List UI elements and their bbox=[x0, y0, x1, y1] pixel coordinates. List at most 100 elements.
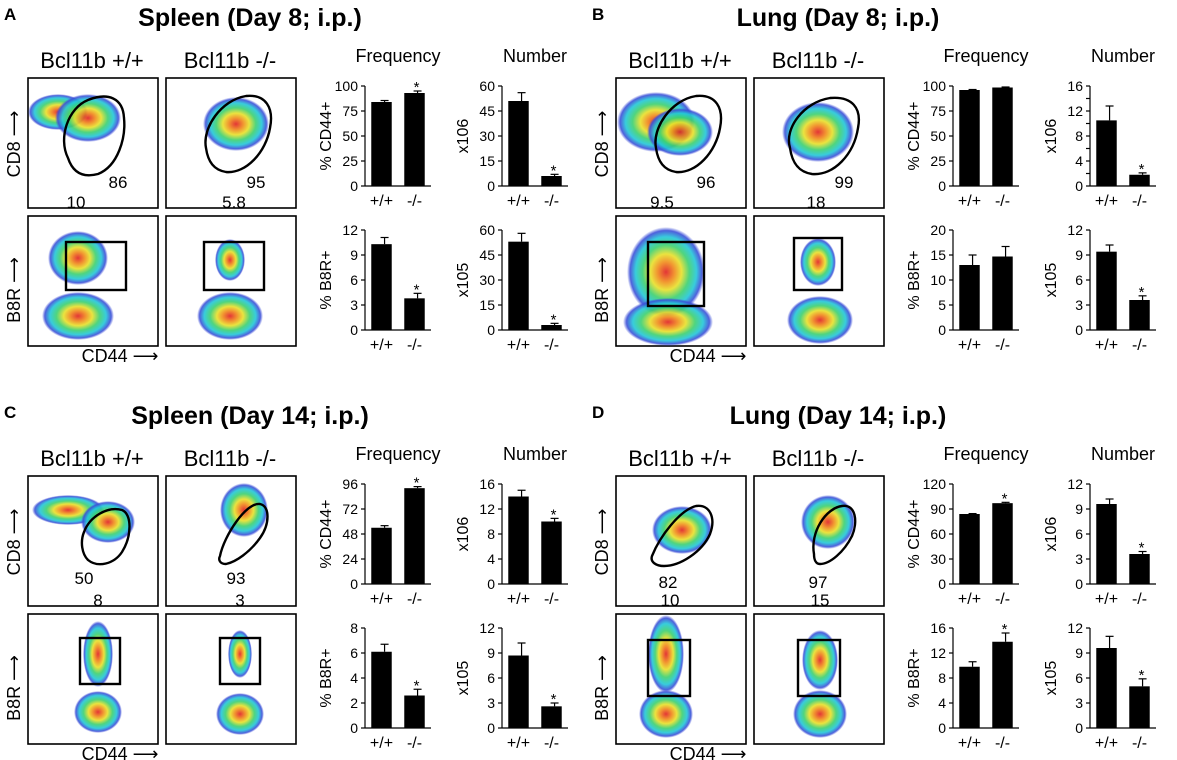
chart-D-num-cd8-xtick-1: +/+ bbox=[1095, 591, 1118, 608]
panel-A-num-header: Number bbox=[503, 46, 567, 66]
chart-C-num-b8r-tick-label: 3 bbox=[487, 695, 495, 711]
panel-A: A Spleen (Day 8; i.p.) Bcl11b +/+ Bcl11b -/… bbox=[4, 4, 568, 366]
chart-C-freq-b8r-tick-label: 4 bbox=[350, 670, 358, 686]
panel-B-flow-wt-cd8-gate-value: 96 bbox=[697, 173, 716, 192]
chart-C-freq-b8r-tick-label: 0 bbox=[350, 720, 358, 736]
chart-D-num-b8r-xtick-1: +/+ bbox=[1095, 735, 1118, 752]
chart-C-num-cd8-tick-label: 4 bbox=[487, 551, 495, 567]
chart-B-freq-cd44-xtick-1: +/+ bbox=[958, 193, 981, 210]
chart-A-num-cd8-tick-label: 45 bbox=[479, 103, 495, 119]
chart-D-freq-b8r-tick-label: 12 bbox=[930, 645, 946, 661]
chart-A-freq-cd44-xtick-1: +/+ bbox=[370, 193, 393, 210]
panel-A-flow-wt-cd8-density-2 bbox=[55, 94, 121, 142]
chart-C-num-b8r-tick-label: 0 bbox=[487, 720, 495, 736]
chart-B-num-b8r-ylabel: x105 bbox=[1043, 263, 1060, 298]
panel-C-flow-ko-cd8: 93 bbox=[165, 475, 297, 607]
panel-D-flow-wt-b8r-density-1 bbox=[648, 615, 684, 693]
panel-B-title: Lung (Day 8; i.p.) bbox=[737, 4, 940, 32]
panel-C-flow-wt-b8r: 8 bbox=[27, 591, 159, 745]
panel-B-col2: Bcl11b -/- bbox=[772, 48, 865, 73]
chart-A-num-b8r: 0 15 30 45 60 x105 +/+ * -/- bbox=[455, 222, 568, 354]
chart-B-num-cd8-xtick-2: -/- bbox=[1132, 193, 1147, 210]
panel-C-flow-ko-cd8-density-1 bbox=[220, 483, 268, 537]
panel-D-flow-ko-cd8: 97 bbox=[753, 475, 885, 607]
chart-C-num-cd8-sig-2: * bbox=[551, 506, 557, 523]
panel-D-freq-header: Frequency bbox=[943, 444, 1028, 464]
panel-B-row1-ylabel: CD8 ⟶ bbox=[592, 111, 612, 178]
chart-B-num-cd8-sig-2: * bbox=[1139, 161, 1145, 178]
chart-B-freq-b8r: 0 5 10 15 20 % B8R+ +/+ -/- bbox=[906, 222, 1019, 354]
chart-B-num-cd8-tick-label: 12 bbox=[1067, 103, 1083, 119]
panel-C-flow-wt-cd8-gate-value: 50 bbox=[75, 569, 94, 588]
chart-D-num-b8r-tick-label: 12 bbox=[1067, 620, 1083, 636]
panel-A-flow-wt-b8r-gate bbox=[64, 240, 128, 292]
chart-C-freq-b8r-bar-1 bbox=[371, 651, 392, 728]
panel-D-flow-wt-cd8-gate-value: 82 bbox=[659, 573, 678, 592]
chart-D-num-cd8-xtick-2: -/- bbox=[1132, 591, 1147, 608]
chart-A-num-b8r-tick-label: 30 bbox=[479, 272, 495, 288]
panel-D-flow-ko-cd8-gate bbox=[813, 506, 855, 564]
chart-B-num-cd8: 0 4 8 12 16 x106 +/+ * -/- bbox=[1043, 78, 1156, 210]
chart-D-num-cd8-tick-label: 6 bbox=[1075, 526, 1083, 542]
panel-C-flow-wt-b8r-density-1 bbox=[83, 621, 113, 687]
panel-D-xlabel: CD44 ⟶ bbox=[670, 744, 747, 760]
panel-A-flow-ko-b8r-gate-value: 5.8 bbox=[222, 193, 246, 212]
chart-B-freq-cd44: 0 25 50 75 100% CD44+ +/+ -/- bbox=[906, 78, 1019, 210]
panel-B-flow-wt-b8r-gate bbox=[646, 240, 706, 308]
chart-B-freq-cd44-xtick-2: -/- bbox=[995, 193, 1010, 210]
chart-C-freq-cd44-tick-label: 0 bbox=[350, 576, 358, 592]
chart-A-freq-b8r-bar-2 bbox=[404, 298, 425, 330]
panel-A-flow-wt-b8r-gate-value: 10 bbox=[67, 193, 86, 212]
panel-C-num-header: Number bbox=[503, 444, 567, 464]
chart-A-freq-b8r-tick-label: 0 bbox=[350, 322, 358, 338]
chart-A-num-b8r-ylabel: x105 bbox=[455, 263, 472, 298]
panel-B-flow-wt-b8r-gate-value: 9.5 bbox=[650, 193, 674, 212]
chart-D-num-b8r: 0 3 6 9 12 x105 +/+ * -/- bbox=[1043, 620, 1156, 752]
panel-D-flow-wt-b8r: 10 bbox=[615, 591, 747, 745]
chart-D-freq-b8r-xtick-2: -/- bbox=[995, 735, 1010, 752]
chart-D-freq-cd44-ylabel: % CD44+ bbox=[906, 500, 923, 569]
panel-C-xlabel: CD44 ⟶ bbox=[82, 744, 159, 760]
chart-B-freq-b8r-xtick-2: -/- bbox=[995, 337, 1010, 354]
panel-D-num-header: Number bbox=[1091, 444, 1155, 464]
chart-D-freq-cd44-tick-label: 60 bbox=[930, 526, 946, 542]
chart-A-freq-b8r-tick-label: 9 bbox=[350, 247, 358, 263]
chart-B-freq-b8r-bar-2 bbox=[992, 256, 1013, 330]
panel-A-flow-wt-cd8: 86 bbox=[27, 77, 159, 209]
chart-A-freq-b8r-bar-1 bbox=[371, 244, 392, 330]
chart-D-freq-b8r: 0 4 8 12 16 % B8R+ +/+ * -/- bbox=[906, 620, 1019, 752]
chart-C-freq-cd44-tick-label: 48 bbox=[342, 526, 358, 542]
chart-C-freq-cd44-xtick-2: -/- bbox=[407, 591, 422, 608]
chart-A-num-b8r-sig-2: * bbox=[551, 311, 557, 328]
panel-A-col1: Bcl11b +/+ bbox=[40, 48, 144, 73]
chart-D-num-b8r-bar-1 bbox=[1096, 648, 1117, 728]
chart-D-freq-b8r-sig-2: * bbox=[1002, 621, 1008, 638]
chart-A-freq-cd44-ylabel: % CD44+ bbox=[318, 102, 335, 171]
panel-B-flow-ko-cd8: 99 bbox=[753, 77, 885, 209]
chart-C-num-b8r-sig-2: * bbox=[551, 691, 557, 708]
chart-B-num-b8r-tick-label: 12 bbox=[1067, 222, 1083, 238]
chart-A-freq-cd44-xtick-2: -/- bbox=[407, 193, 422, 210]
panel-D-row2-ylabel: B8R ⟶ bbox=[592, 655, 612, 721]
chart-A-freq-cd44-tick-label: 25 bbox=[342, 153, 358, 169]
panel-B-flow-ko-cd8-gate bbox=[789, 98, 859, 174]
chart-C-num-cd8: 0 4 8 12 16 x106 +/+ * -/- bbox=[455, 476, 568, 608]
chart-C-freq-cd44: 0 24 48 72 96 % CD44+ +/+ * -/- bbox=[318, 475, 431, 608]
chart-B-freq-b8r-tick-label: 15 bbox=[930, 247, 946, 263]
chart-C-num-cd8-tick-label: 8 bbox=[487, 526, 495, 542]
chart-D-num-cd8-tick-label: 9 bbox=[1075, 501, 1083, 517]
panel-B-flow-wt-cd8: 96 bbox=[615, 77, 747, 209]
chart-A-freq-cd44-tick-label: 0 bbox=[350, 178, 358, 194]
panel-A-flow-wt-b8r: 10 bbox=[27, 193, 159, 347]
chart-A-num-cd8-tick-label: 15 bbox=[479, 153, 495, 169]
panel-D-flow-wt-b8r-gate-value: 10 bbox=[661, 591, 680, 610]
chart-C-freq-b8r-xtick-2: -/- bbox=[407, 735, 422, 752]
chart-D-num-cd8: 0 3 6 9 12 x106 +/+ * -/- bbox=[1043, 476, 1156, 608]
panel-C-flow-ko-cd8-gate bbox=[219, 504, 267, 564]
chart-D-num-cd8-sig-2: * bbox=[1139, 540, 1145, 557]
panel-C-flow-wt-b8r-gate-value: 8 bbox=[93, 591, 102, 610]
panel-A-flow-wt-cd8-gate-value: 86 bbox=[109, 173, 128, 192]
chart-B-freq-b8r-xtick-1: +/+ bbox=[958, 337, 981, 354]
chart-B-freq-cd44-tick-label: 100 bbox=[923, 78, 947, 94]
chart-D-num-cd8-tick-label: 12 bbox=[1067, 476, 1083, 492]
